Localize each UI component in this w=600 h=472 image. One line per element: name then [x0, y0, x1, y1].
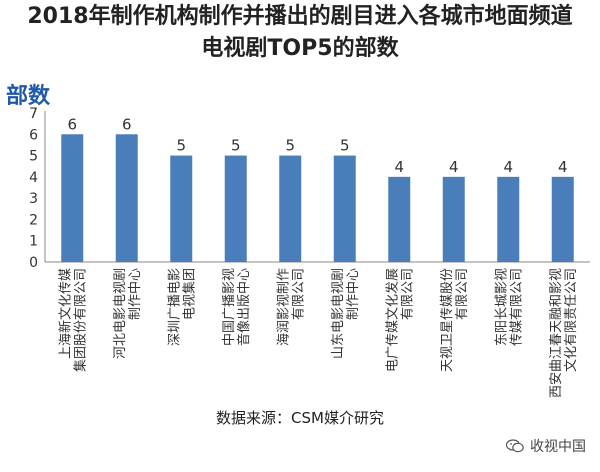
data-label: 4 [394, 158, 404, 176]
bar [224, 155, 247, 262]
bar [279, 155, 302, 262]
chart-subtitle: 电视剧TOP5的部数 [201, 36, 399, 61]
y-tick-label: 1 [29, 234, 38, 250]
data-label: 6 [122, 115, 132, 133]
x-tick-label: 上海新文化传媒集团股份有限公司 [57, 268, 88, 372]
data-label: 5 [176, 137, 186, 155]
bar [388, 176, 411, 262]
data-label: 6 [67, 115, 77, 133]
data-label: 5 [340, 137, 350, 155]
x-tick-label: 深圳广播电影电视集团 [167, 268, 197, 346]
bar [61, 134, 84, 262]
bar [551, 176, 574, 262]
source-note: 数据来源：CSM媒介研究 [216, 409, 384, 427]
chart-title: 2018年制作机构制作并播出的剧目进入各城市地面频道 [27, 4, 573, 29]
y-tick-label: 3 [29, 191, 38, 207]
y-axis-label: 部数 [6, 84, 51, 109]
bar [333, 155, 356, 262]
x-tick-label: 电广传媒文化发展有限公司 [384, 268, 415, 372]
data-label: 4 [449, 158, 459, 176]
y-tick-label: 0 [29, 255, 38, 271]
watermark-text: 收视中国 [530, 439, 586, 455]
watermark: 收视中国 [506, 436, 586, 456]
data-label: 4 [503, 158, 513, 176]
x-tick-label: 西安曲江春天融和影视文化有限责任公司 [549, 268, 579, 398]
x-tick-label: 山东电影电视剧制作中心 [331, 268, 361, 359]
y-tick-label: 7 [29, 106, 38, 122]
y-tick-label: 6 [29, 127, 38, 143]
x-tick-label: 海润影视制作有限公司 [276, 268, 306, 346]
data-label: 4 [558, 158, 568, 176]
data-label: 5 [231, 137, 241, 155]
data-label: 5 [285, 137, 295, 155]
bar [497, 176, 520, 262]
y-tick-label: 2 [29, 212, 38, 228]
y-tick-label: 5 [29, 149, 38, 165]
x-tick-label: 中国广播影视音像出版中心 [222, 268, 252, 346]
bar [170, 155, 193, 262]
bar [442, 176, 465, 262]
x-tick-label: 东阳长城影视传媒有限公司 [494, 268, 524, 346]
bar [115, 134, 138, 262]
x-tick-label: 河北电影电视剧制作中心 [113, 268, 143, 359]
x-tick-label: 天视卫星传媒股份有限公司 [440, 268, 470, 372]
y-tick-label: 4 [29, 170, 38, 186]
wechat-icon [506, 439, 524, 453]
